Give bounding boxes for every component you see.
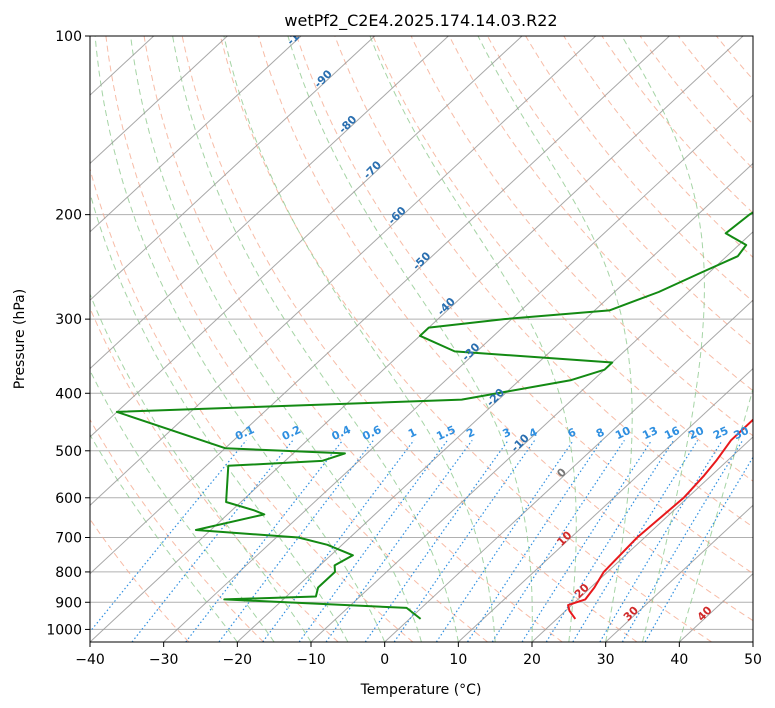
mixing-ratio-line: [466, 439, 603, 642]
isotherm-line: [310, 231, 753, 642]
x-tick-label: 20: [523, 652, 541, 668]
y-tick-label: 400: [55, 386, 82, 402]
y-tick-label: 100: [55, 29, 82, 45]
y-tick-label: 500: [55, 444, 82, 460]
dry-adiabat-line: [410, 36, 753, 437]
mixing-ratio-label: 30: [732, 424, 752, 442]
mixing-ratio-label: 13: [640, 424, 659, 442]
dry-adiabat-line: [105, 36, 488, 642]
temperature-profile-line: [567, 418, 753, 620]
moist-adiabat-line: [477, 36, 633, 642]
dry-adiabat-line: [372, 36, 753, 482]
x-tick-label: 30: [597, 652, 615, 668]
dry-adiabat-line: [143, 36, 563, 642]
moist-adiabat-line: [172, 36, 459, 642]
mixing-ratio-line: [435, 439, 574, 642]
isotherm-line: [605, 504, 753, 642]
isotherm-line: [90, 36, 597, 506]
mixing-ratio-line: [572, 439, 699, 642]
isotherm-line: [457, 367, 753, 642]
mixing-ratio-line: [298, 439, 448, 642]
plot-frame: [89, 35, 754, 643]
dewpoint-profile-line: [115, 211, 753, 620]
mixing-ratio-line: [325, 439, 473, 642]
isotherm-line: [90, 36, 449, 370]
mixing-ratio-label: 25: [711, 424, 730, 442]
x-tick-label: −10: [296, 652, 326, 668]
dry-adiabat-line: [296, 36, 753, 575]
x-axis-title: Temperature (°C): [360, 682, 482, 698]
dry-adiabat-line: [219, 36, 712, 642]
y-tick-label: 900: [55, 595, 82, 611]
x-tick-label: 50: [744, 652, 762, 668]
x-tick-label: 0: [380, 652, 389, 668]
y-tick-label: 800: [55, 565, 82, 581]
dry-adiabat-line: [448, 36, 753, 392]
mixing-ratio-line: [185, 439, 344, 642]
mixing-ratio-label: 10: [613, 424, 633, 442]
dry-adiabat-line: [334, 36, 753, 528]
dry-adiabat-line: [639, 36, 753, 170]
y-tick-label: 200: [55, 208, 82, 224]
mixing-ratio-line: [545, 439, 675, 642]
isotherm-line: [90, 36, 228, 165]
isotherm-line: [163, 94, 753, 642]
chart-title: wetPf2_C2E4.2025.174.14.03.R22: [284, 11, 557, 31]
isotherm-line: [384, 299, 753, 642]
y-axis-title: Pressure (hPa): [12, 289, 28, 389]
mixing-ratio-line: [131, 439, 294, 642]
dry-adiabat-line: [181, 36, 638, 642]
x-tick-label: −20: [223, 652, 253, 668]
moist-adiabat-line: [287, 36, 533, 642]
mixing-ratio-label: 20: [687, 424, 707, 442]
isotherm-line: [236, 162, 753, 642]
mixing-ratio-label: 16: [662, 424, 682, 442]
isotherm-label: -100: [284, 19, 313, 48]
y-tick-label: 600: [55, 491, 82, 507]
mixing-ratio-line: [521, 439, 653, 642]
moist-adiabat-line: [130, 36, 422, 642]
isotherm-line: [90, 36, 744, 642]
mixing-ratio-line: [644, 456, 753, 642]
x-tick-label: 10: [449, 652, 467, 668]
y-tick-label: 300: [55, 312, 82, 328]
moist-adiabat-line: [678, 386, 753, 642]
mixing-ratio-line: [90, 439, 247, 633]
mixing-ratio-line: [393, 439, 536, 642]
dry-adiabat-line: [525, 36, 753, 303]
x-tick-label: −30: [149, 652, 179, 668]
dry-adiabat-line: [90, 518, 190, 642]
moist-adiabat-line: [223, 36, 496, 642]
moist-adiabat-line: [94, 36, 386, 642]
moist-adiabat-line: [621, 36, 705, 642]
isotherm-line: [90, 36, 670, 575]
isotherm-line: [90, 36, 523, 438]
isotherm-line: [90, 36, 376, 301]
mixing-ratio-line: [491, 439, 625, 642]
mixing-ratio-line: [621, 439, 744, 642]
y-tick-label: 700: [55, 531, 82, 547]
x-tick-label: −40: [75, 652, 105, 668]
isotherm-line: [531, 436, 753, 642]
moist-adiabat-line: [369, 36, 577, 642]
moist-adiabat-line: [90, 433, 238, 642]
y-tick-label: 1000: [46, 622, 82, 638]
isotherm-line: [90, 36, 302, 233]
x-tick-label: 40: [670, 652, 688, 668]
